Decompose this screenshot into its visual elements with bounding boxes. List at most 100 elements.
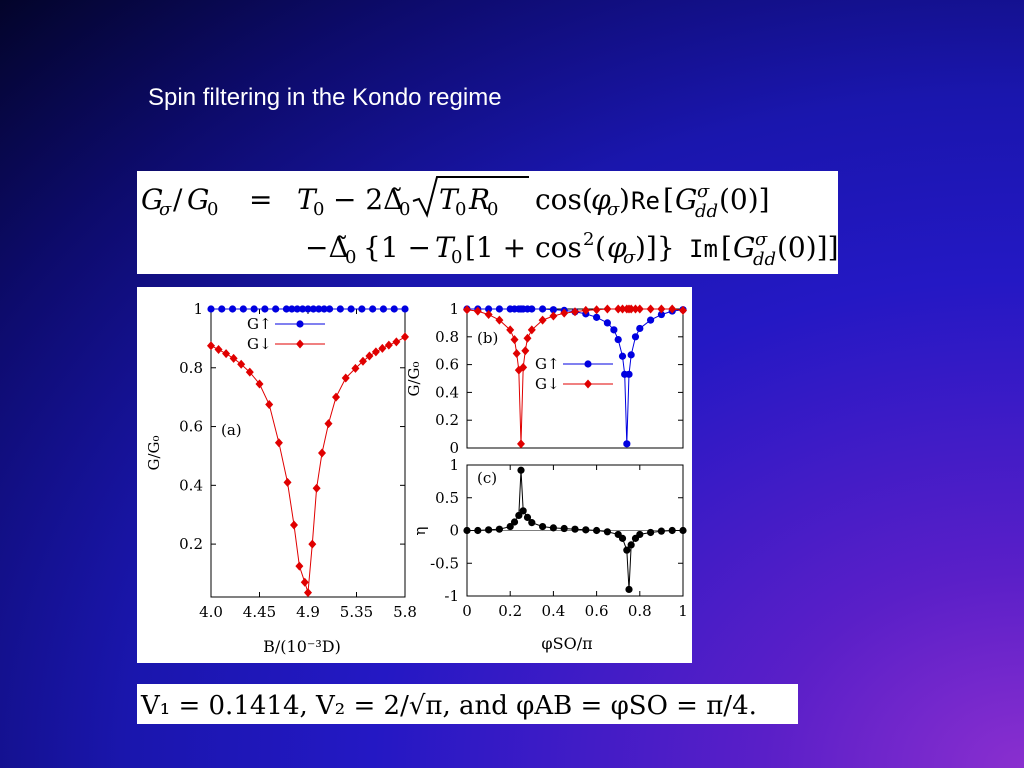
data-point — [283, 477, 292, 487]
svg-text:0: 0 — [345, 247, 356, 268]
data-point — [351, 363, 360, 373]
svg-text:0: 0 — [399, 199, 410, 220]
plot-frame — [466, 308, 684, 449]
data-point — [495, 525, 503, 533]
data-point — [512, 348, 521, 358]
x-tick-label: 4.0 — [199, 603, 223, 621]
data-point — [332, 392, 341, 402]
data-point — [365, 351, 374, 361]
data-point — [582, 526, 590, 534]
data-point — [646, 304, 655, 314]
x-axis-label: φSO/π — [541, 634, 592, 653]
data-point — [309, 305, 317, 313]
data-point — [304, 588, 312, 598]
data-point — [523, 513, 532, 521]
x-tick-label: 4.9 — [296, 603, 320, 621]
data-point — [463, 305, 471, 315]
data-point — [255, 379, 264, 389]
data-point — [614, 304, 623, 314]
svg-text:0: 0 — [455, 199, 466, 220]
data-point — [549, 311, 558, 321]
data-point — [336, 305, 344, 313]
y-tick-label: 0.2 — [179, 535, 203, 553]
y-tick-label: 0.5 — [435, 489, 459, 507]
svg-text:φ: φ — [607, 231, 627, 264]
data-point — [293, 305, 301, 313]
data-point — [315, 305, 323, 313]
data-point — [392, 337, 401, 347]
data-point — [237, 359, 246, 369]
y-tick-label: 0.4 — [179, 476, 203, 494]
svg-text:{1 −: {1 − — [363, 231, 431, 264]
data-point — [603, 319, 611, 327]
data-point — [229, 353, 238, 363]
data-point — [635, 304, 644, 314]
svg-text:T: T — [439, 183, 460, 216]
data-point — [657, 304, 666, 314]
data-point — [474, 526, 482, 535]
svg-text:): ) — [619, 183, 630, 216]
data-point — [647, 316, 655, 324]
svg-text:T: T — [435, 231, 456, 264]
data-point — [318, 448, 327, 458]
data-point — [325, 305, 334, 313]
data-point — [625, 370, 633, 378]
data-point — [625, 585, 633, 594]
formula-image: G σ / G 0 = T 0 − 2Δ̃ 0 T 0 R 0 cos( φ σ… — [137, 171, 838, 274]
x-tick-label: 4.45 — [243, 603, 276, 621]
data-point — [207, 341, 215, 351]
data-point — [274, 438, 283, 448]
data-point — [358, 356, 367, 366]
svg-text:0: 0 — [313, 199, 324, 220]
y-axis-label: η — [411, 527, 429, 536]
data-point — [618, 352, 627, 360]
data-point — [218, 305, 226, 313]
legend-label: G↑ — [535, 355, 560, 373]
legend-marker — [296, 320, 304, 328]
data-point — [560, 524, 568, 533]
panel-b-chart: 0 0.2 0.4 0.6 0.8 1 (b) G/G₀ G↑ G↓ — [405, 300, 687, 457]
data-point — [239, 305, 247, 313]
data-point — [627, 304, 636, 314]
data-point — [549, 524, 557, 532]
data-point — [228, 305, 237, 313]
svg-text:G: G — [733, 231, 755, 264]
data-point — [300, 577, 309, 587]
data-point — [288, 305, 296, 313]
data-point — [245, 367, 254, 377]
svg-text:G: G — [187, 183, 209, 216]
data-point — [308, 539, 317, 549]
panel-label: (b) — [477, 329, 498, 347]
data-point — [484, 310, 493, 320]
panel-c-chart: -1 -0.5 0 0.5 1 0 0.2 0.4 0.6 0.8 1 (c) η φSO/π — [411, 456, 688, 653]
data-point — [549, 306, 557, 314]
data-point — [495, 305, 503, 313]
svg-text:cos(: cos( — [535, 183, 593, 216]
figure-panels: 0.2 0.4 0.6 0.8 1 4.0 4.45 4.9 5.35 5.8 (a) G/G₀ B/(… — [137, 287, 692, 663]
svg-text:0: 0 — [451, 247, 462, 268]
svg-text:σ: σ — [697, 181, 710, 202]
y-tick-label: 0.8 — [435, 328, 459, 346]
y-tick-label: 0.2 — [435, 411, 459, 429]
y-tick-label: 0.8 — [179, 359, 203, 377]
data-point — [523, 333, 532, 343]
y-tick-label: 1 — [193, 300, 203, 318]
data-point — [627, 541, 635, 549]
svg-text:−Δ̃: −Δ̃ — [305, 231, 349, 264]
data-point — [347, 305, 355, 313]
y-tick-label: 0.6 — [179, 418, 203, 436]
data-point — [636, 530, 644, 539]
y-tick-label: 1 — [449, 300, 459, 318]
data-point — [515, 511, 523, 520]
y-tick-label: 1 — [449, 456, 459, 474]
y-tick-label: 0 — [449, 522, 459, 540]
slide-title: Spin filtering in the Kondo regime — [148, 84, 502, 111]
data-point — [538, 315, 547, 325]
panel-label: (a) — [221, 421, 242, 439]
data-point — [463, 526, 471, 535]
x-tick-label: 0.2 — [498, 602, 522, 620]
data-point — [506, 522, 514, 531]
data-point — [593, 526, 601, 535]
svg-text:σ: σ — [607, 199, 620, 220]
data-point — [668, 304, 677, 314]
